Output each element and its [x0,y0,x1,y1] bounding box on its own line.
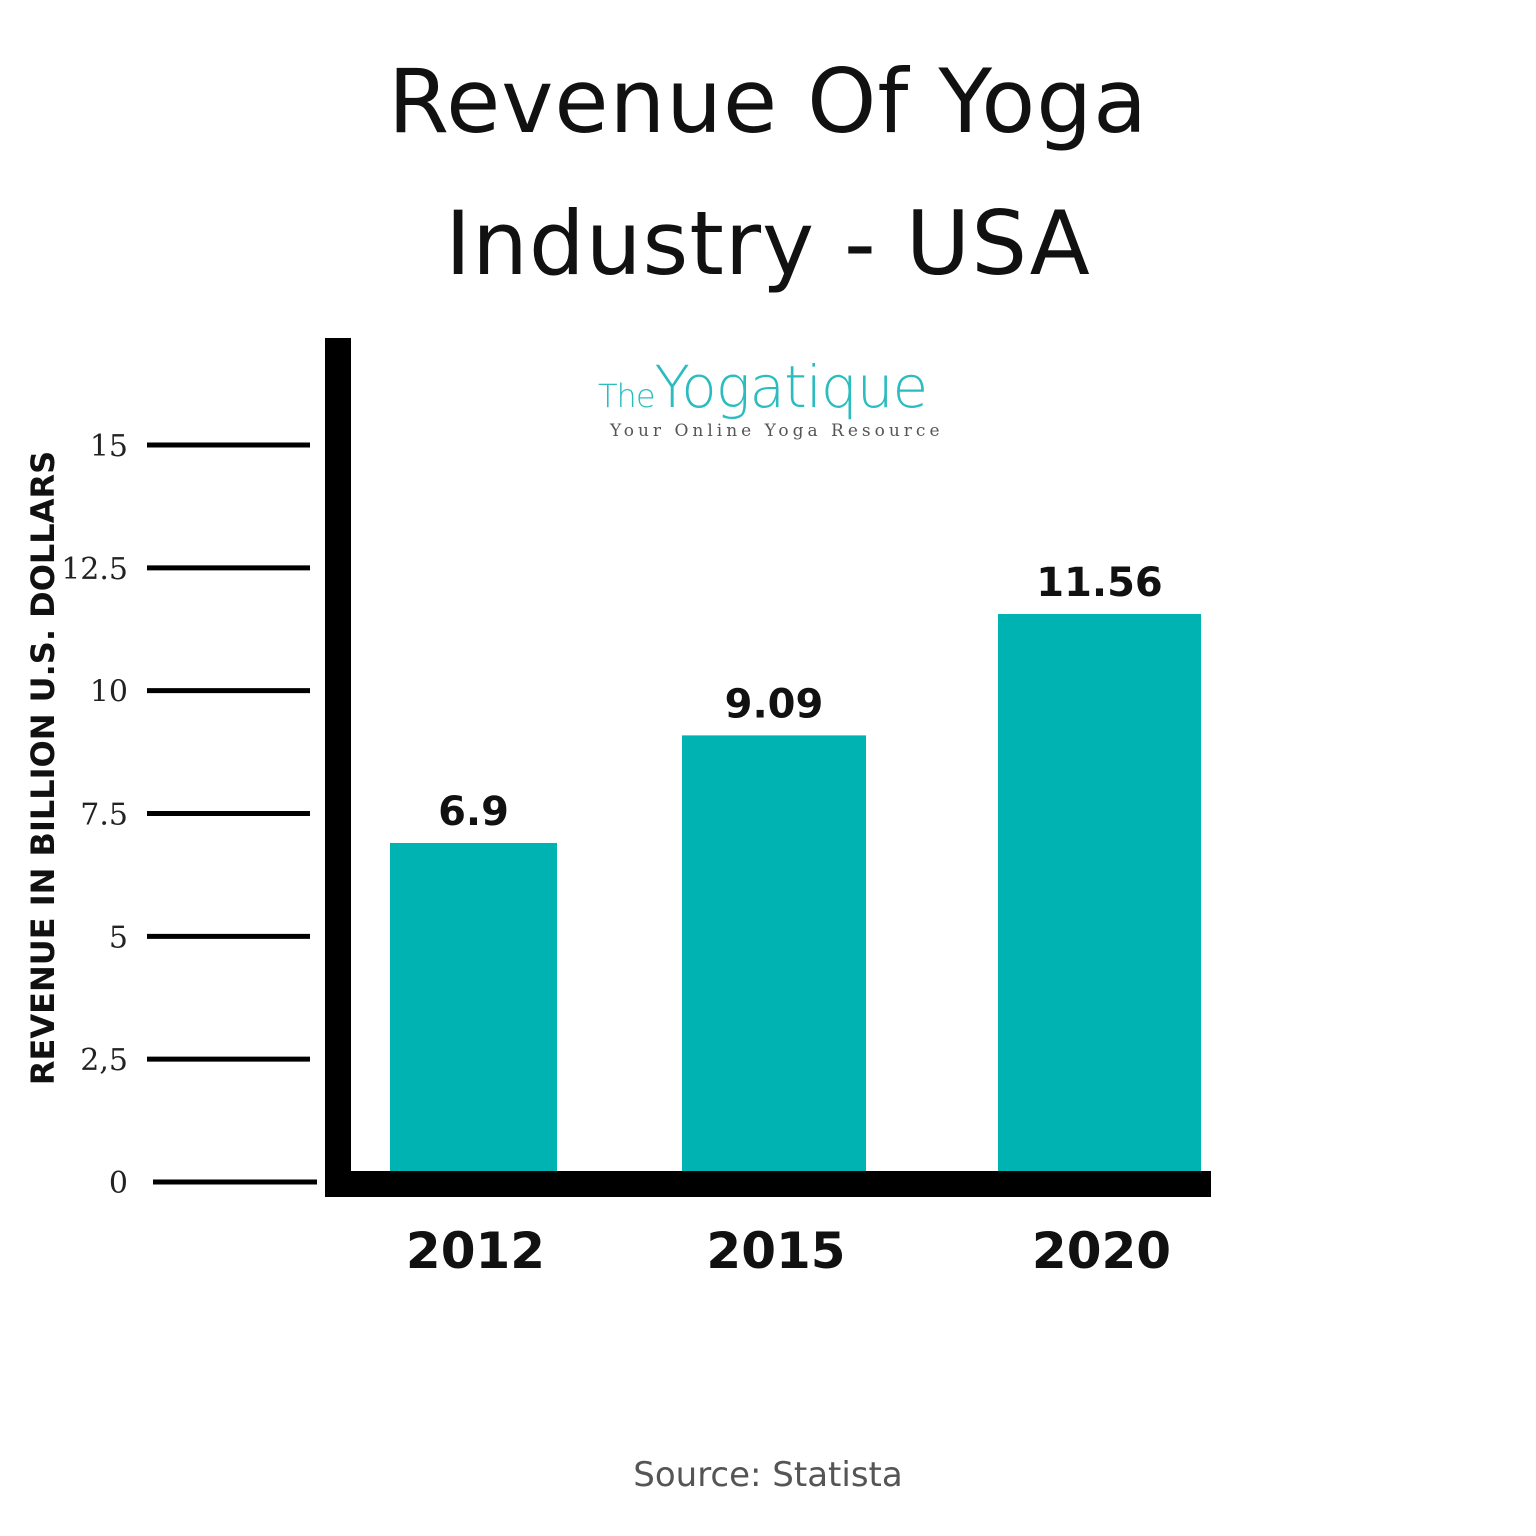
y-tick-label: 0 [109,1166,128,1201]
chart-title-line-1: Revenue Of Yoga [387,50,1149,153]
logo-wordmark: TheYogatique [598,353,929,421]
logo-the: The [598,377,656,415]
bar-2012 [390,842,557,1171]
bar-2015 [682,735,866,1171]
source-note: Source: Statista [633,1455,903,1495]
x-tick-label: 2015 [706,1222,845,1280]
y-tick-label: 2,5 [80,1043,128,1078]
y-axis-line [325,338,351,1197]
y-tick-label: 10 [90,675,128,710]
data-label: 6.9 [438,789,509,835]
logo-tagline: Your Online Yoga Resource [610,421,944,441]
bar-2020 [998,614,1201,1171]
y-tick-label: 12.5 [61,552,128,587]
y-axis-label: REVENUE IN BILLION U.S. DOLLARS [24,451,62,1085]
data-label: 9.09 [725,681,824,727]
chart-title-line-2: Industry - USA [445,192,1091,295]
x-tick-label: 2020 [1032,1222,1171,1280]
data-label: 11.56 [1036,560,1163,606]
y-tick-label: 7.5 [80,798,128,833]
logo-name: Yogatique [654,353,929,421]
x-axis-line [325,1171,1211,1197]
y-tick-label: 15 [90,429,128,464]
x-tick-label: 2012 [406,1222,545,1280]
yogatique-logo: TheYogatique Your Online Yoga Resource [598,335,953,445]
y-tick-label: 5 [109,920,128,955]
